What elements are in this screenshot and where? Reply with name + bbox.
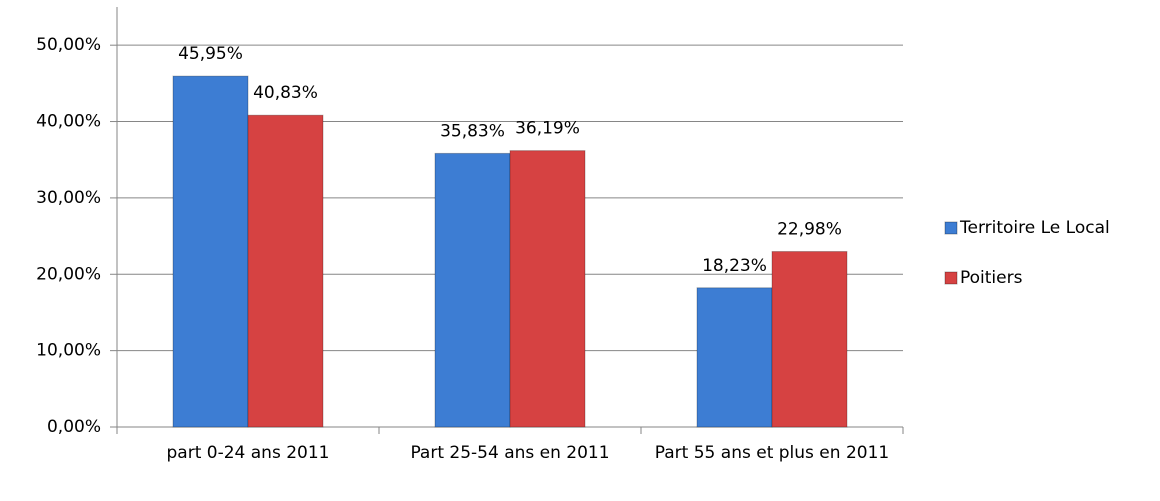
data-label: 36,19% [515,119,580,139]
data-label: 22,98% [777,220,842,240]
x-tick-label: Part 25-54 ans en 2011 [410,443,610,463]
bar [434,152,511,428]
y-tick-label: 20,00% [36,264,101,284]
y-tick-label: 10,00% [36,341,101,361]
data-label: 35,83% [440,121,505,141]
y-tick-label: 50,00% [36,35,101,55]
legend-swatch [944,271,958,285]
legend-label: Poitiers [960,268,1023,288]
data-label: 18,23% [702,256,767,276]
x-tick-label: part 0-24 ans 2011 [166,443,330,463]
legend-swatch [944,221,958,235]
data-label: 40,83% [253,83,318,103]
legend-label: Territoire Le Local [959,218,1110,238]
y-tick-label: 40,00% [36,112,101,132]
bar [696,287,773,428]
x-tick-label: Part 55 ans et plus en 2011 [654,443,890,463]
bar [771,251,848,428]
bar [172,75,249,428]
data-label: 45,95% [178,44,243,64]
y-tick-label: 0,00% [47,417,101,437]
bar [247,114,324,428]
bar [509,150,586,428]
y-tick-label: 30,00% [36,188,101,208]
